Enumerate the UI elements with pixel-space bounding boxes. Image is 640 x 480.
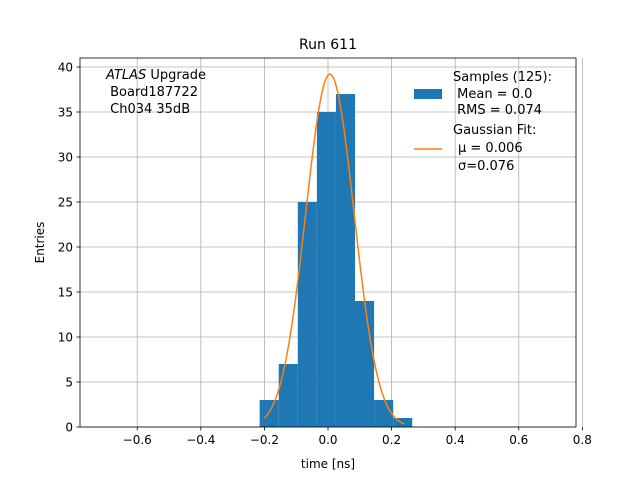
histogram-bar xyxy=(297,202,317,427)
legend-fit-sigma: σ=0.076 xyxy=(458,159,514,174)
annotation-line-2: Board187722 xyxy=(106,85,198,100)
histogram-bar xyxy=(355,301,375,427)
legend: Samples (125): Mean = 0.0 RMS = 0.074 Ga… xyxy=(414,70,552,174)
y-tick-label: 35 xyxy=(58,106,73,120)
x-axis-title: time [ns] xyxy=(301,457,355,471)
legend-samples-mean: Mean = 0.0 xyxy=(453,87,532,102)
histogram-bar xyxy=(278,364,298,427)
y-tick-label: 30 xyxy=(58,151,73,165)
y-axis-title: Entries xyxy=(33,222,47,264)
y-tick-label: 40 xyxy=(58,61,73,75)
x-tick-label: 0.2 xyxy=(382,433,401,447)
x-tick-label: −0.2 xyxy=(250,433,279,447)
legend-samples-title: Samples (125): xyxy=(453,70,552,85)
gaussian-fit-curve xyxy=(263,73,405,425)
annotation-atlas: ATLAS xyxy=(105,68,146,83)
y-tick-label: 15 xyxy=(58,286,73,300)
x-tick-label: −0.4 xyxy=(186,433,215,447)
histogram-bar xyxy=(316,112,336,427)
legend-fit-title: Gaussian Fit: xyxy=(453,123,536,138)
x-tick-label: 0.0 xyxy=(318,433,337,447)
annotation-line-3: Ch034 35dB xyxy=(106,102,190,117)
x-tick-label: −0.6 xyxy=(123,433,152,447)
y-tick-label: 5 xyxy=(65,376,73,390)
y-tick-label: 25 xyxy=(58,196,73,210)
x-tick-label: 0.8 xyxy=(573,433,592,447)
histogram-bar xyxy=(259,400,279,427)
x-tick-label: 0.6 xyxy=(509,433,528,447)
legend-fit-mu: μ = 0.006 xyxy=(458,141,523,156)
annotation-line-1: ATLAS Upgrade xyxy=(105,68,206,83)
y-tick-label: 0 xyxy=(65,421,73,435)
axis-ticks: −0.6 −0.4 −0.2 0.0 0.2 0.4 0.6 0.8 0 5 10 15 20 25 30 3… xyxy=(58,61,592,448)
histogram-bar xyxy=(374,400,394,427)
plot-title: Run 611 xyxy=(299,37,357,53)
y-tick-label: 10 xyxy=(58,331,73,345)
x-tick-label: 0.4 xyxy=(446,433,465,447)
annotation-upgrade: Upgrade xyxy=(146,68,206,83)
legend-samples-swatch xyxy=(414,89,442,99)
y-tick-label: 20 xyxy=(58,241,73,255)
histogram-bars xyxy=(259,94,413,427)
legend-samples-rms: RMS = 0.074 xyxy=(453,103,542,118)
atlas-annotation: ATLAS Upgrade Board187722 Ch034 35dB xyxy=(105,68,206,117)
